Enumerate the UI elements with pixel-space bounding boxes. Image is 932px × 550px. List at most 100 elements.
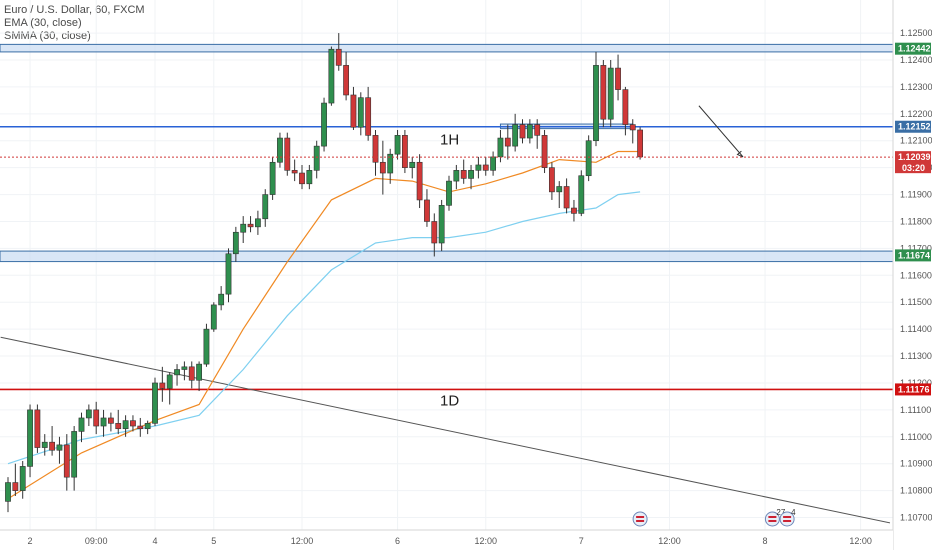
y-tick-label: 1.11500 bbox=[900, 297, 932, 307]
candle-down bbox=[365, 97, 372, 136]
badge-1d-bg bbox=[895, 383, 931, 396]
candle-up bbox=[313, 145, 320, 171]
candle bbox=[519, 119, 526, 144]
x-tick-label: 4 bbox=[152, 536, 157, 546]
candle bbox=[247, 216, 254, 233]
candle-up bbox=[607, 67, 614, 120]
y-tick-label: 1.12400 bbox=[900, 55, 932, 65]
candle-down bbox=[401, 135, 408, 168]
candle bbox=[365, 86, 372, 141]
candle-down bbox=[622, 89, 629, 125]
candle bbox=[453, 164, 460, 190]
candle-down bbox=[519, 124, 526, 139]
level-1d-note: 1D bbox=[440, 392, 459, 409]
candle bbox=[541, 129, 548, 174]
forecast-arrow-head bbox=[736, 150, 744, 158]
candle-down bbox=[93, 409, 100, 427]
candle-down bbox=[482, 164, 489, 171]
x-tick-label: 12:00 bbox=[474, 536, 497, 546]
x-tick-label: 5 bbox=[211, 536, 216, 546]
candle bbox=[93, 401, 100, 435]
x-tick-label: 09:00 bbox=[85, 536, 108, 546]
candle-down bbox=[615, 67, 621, 90]
candle-up bbox=[394, 135, 401, 155]
candle bbox=[460, 159, 467, 184]
candle-down bbox=[299, 172, 305, 185]
candle bbox=[232, 226, 239, 262]
candle-down bbox=[571, 207, 577, 214]
candle bbox=[137, 417, 144, 437]
x-tick-label: 12:00 bbox=[658, 536, 681, 546]
candle bbox=[556, 181, 563, 209]
badge-zone-bottom: 1.11674 bbox=[895, 249, 931, 262]
candle bbox=[41, 434, 48, 456]
candle-up bbox=[512, 124, 519, 147]
event-count: 4 bbox=[791, 508, 796, 517]
event-count: 27 bbox=[776, 508, 785, 517]
candle bbox=[343, 51, 349, 101]
candle-down bbox=[350, 94, 357, 128]
candle-up bbox=[475, 164, 482, 171]
y-tick-label: 1.11000 bbox=[900, 432, 932, 442]
candle bbox=[446, 175, 452, 211]
candle bbox=[629, 119, 636, 144]
candle bbox=[255, 210, 261, 235]
candle-up bbox=[490, 156, 496, 171]
zone-bottom bbox=[0, 250, 894, 263]
candle-down bbox=[534, 124, 541, 136]
y-tick-label: 1.12100 bbox=[900, 136, 932, 146]
time-axis-bg bbox=[0, 530, 893, 550]
event-flag-icon bbox=[632, 511, 648, 527]
candle bbox=[534, 119, 541, 149]
y-tick-label: 1.11400 bbox=[900, 324, 932, 334]
last-price-badge-text: 1.12039 bbox=[898, 152, 931, 162]
candle-down bbox=[541, 135, 548, 168]
badge-zone-top-text: 1.12442 bbox=[898, 44, 931, 54]
event-stripe bbox=[768, 516, 777, 518]
candle-up bbox=[225, 253, 232, 295]
candle bbox=[600, 59, 607, 128]
candle bbox=[585, 135, 592, 182]
candle-down bbox=[291, 170, 298, 174]
y-tick-label: 1.12200 bbox=[900, 109, 932, 119]
candle-up bbox=[255, 218, 261, 228]
candle bbox=[490, 151, 496, 176]
candle-up bbox=[232, 231, 239, 255]
ema-line bbox=[7, 150, 641, 500]
candle bbox=[218, 286, 225, 311]
candle-down bbox=[424, 199, 430, 222]
candle-up bbox=[387, 153, 394, 174]
candle bbox=[130, 415, 136, 432]
candle bbox=[210, 302, 217, 332]
candle-up bbox=[357, 97, 364, 128]
candle bbox=[203, 323, 210, 367]
candle-up bbox=[100, 417, 107, 427]
symbol-title: Euro / U.S. Dollar, 60, FXCM bbox=[4, 4, 145, 16]
candle bbox=[637, 127, 643, 160]
candle-down bbox=[637, 129, 643, 158]
candle bbox=[240, 216, 247, 244]
candle bbox=[262, 189, 269, 227]
candle-up bbox=[210, 304, 217, 330]
y-tick-label: 1.11800 bbox=[900, 216, 932, 226]
candle bbox=[548, 162, 555, 200]
candle-up bbox=[277, 137, 283, 163]
y-tick-label: 1.11900 bbox=[900, 190, 932, 200]
event-circle bbox=[779, 511, 795, 527]
candle-down bbox=[504, 137, 511, 147]
candle-up bbox=[240, 223, 247, 233]
badge-zone-top-bg bbox=[895, 42, 931, 55]
candle bbox=[306, 164, 313, 190]
candle-down bbox=[416, 161, 423, 201]
y-tick-label: 1.10800 bbox=[900, 486, 932, 496]
badge-1d: 1.11176 bbox=[895, 383, 931, 396]
candle-down bbox=[284, 137, 291, 171]
level-1h-note: 1H bbox=[440, 132, 459, 149]
y-tick-label: 1.10900 bbox=[900, 459, 932, 469]
candle bbox=[512, 113, 519, 152]
candle bbox=[350, 86, 357, 130]
candle-up bbox=[497, 137, 504, 158]
candle-up bbox=[166, 374, 173, 389]
candle bbox=[379, 140, 386, 195]
